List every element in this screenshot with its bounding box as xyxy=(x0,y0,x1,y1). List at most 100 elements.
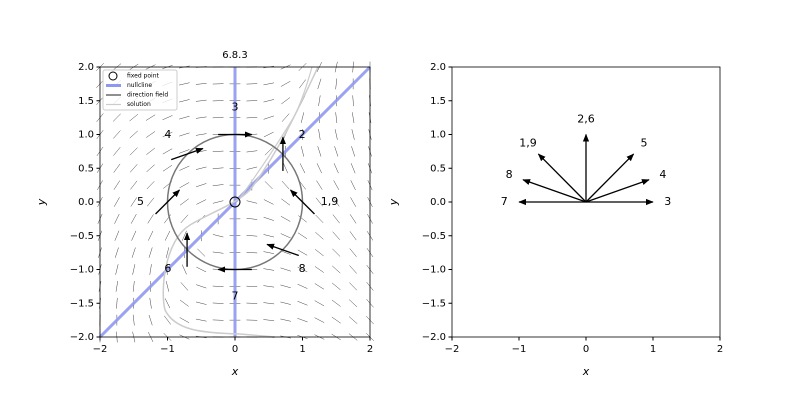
field-segment xyxy=(352,112,354,123)
field-segment xyxy=(179,83,190,85)
field-segment xyxy=(280,302,290,305)
field-segment xyxy=(319,95,321,106)
field-segment xyxy=(130,181,137,190)
field-segment xyxy=(332,249,340,257)
field-segment xyxy=(333,215,340,224)
field-segment xyxy=(116,281,118,292)
vector-label: 3 xyxy=(664,195,671,208)
y-tick-label: −1.5 xyxy=(70,298,94,309)
field-segment xyxy=(163,165,172,171)
field-segment xyxy=(196,100,207,101)
vector xyxy=(538,154,586,202)
y-tick-label: −2.0 xyxy=(70,332,94,343)
x-tick-label: 0 xyxy=(232,344,238,355)
y-tick-label: 0.0 xyxy=(78,197,94,208)
field-segment xyxy=(315,266,324,272)
field-segment xyxy=(130,164,137,172)
field-segment xyxy=(281,216,290,221)
field-segment xyxy=(148,231,153,241)
field-segment xyxy=(247,151,258,152)
field-segment xyxy=(213,303,224,304)
field-segment xyxy=(133,315,134,326)
vector xyxy=(586,154,634,202)
field-segment xyxy=(301,112,304,122)
field-segment xyxy=(263,286,274,288)
field-segment xyxy=(351,163,355,173)
x-tick-label: 2 xyxy=(717,344,723,355)
field-segment xyxy=(213,151,224,152)
field-segment xyxy=(165,298,170,308)
field-segment xyxy=(147,198,154,206)
field-segment xyxy=(351,180,356,190)
arrow xyxy=(267,244,299,255)
field-segment xyxy=(179,133,189,136)
field-segment xyxy=(165,231,170,241)
legend-label: fixed point xyxy=(127,73,160,80)
field-segment xyxy=(332,300,341,306)
field-segment xyxy=(264,217,274,220)
legend-label: direction field xyxy=(127,92,168,99)
x-tick-label: 0 xyxy=(583,344,589,355)
field-segment xyxy=(196,167,206,170)
field-segment xyxy=(113,130,120,138)
field-segment xyxy=(213,234,223,237)
field-segment xyxy=(148,214,154,223)
field-segment xyxy=(350,265,357,273)
arrow-label: 4 xyxy=(164,128,171,141)
x-tick-label: −2 xyxy=(93,344,108,355)
field-segment xyxy=(315,284,324,290)
field-segment xyxy=(213,184,224,185)
field-segment xyxy=(282,114,289,122)
vector-label: 5 xyxy=(641,137,648,150)
x-tick-label: 1 xyxy=(299,344,305,355)
field-segment xyxy=(196,285,206,288)
x-axis-label: x xyxy=(231,365,239,378)
field-segment xyxy=(150,264,152,275)
field-segment xyxy=(196,319,207,321)
field-segment xyxy=(247,167,257,170)
vector-label: 8 xyxy=(506,168,513,181)
field-segment xyxy=(263,303,274,304)
field-segment xyxy=(213,168,224,169)
field-segment xyxy=(336,112,337,123)
y-tick-label: 1.0 xyxy=(78,130,94,141)
field-segment xyxy=(182,265,186,275)
y-axis-label: y xyxy=(35,198,48,206)
y-tick-label: 1.0 xyxy=(430,130,446,141)
field-segment xyxy=(264,234,274,237)
y-tick-label: 0.0 xyxy=(430,197,446,208)
field-segment xyxy=(349,283,357,291)
field-segment xyxy=(197,249,205,257)
field-segment xyxy=(335,129,337,140)
y-tick-label: 1.5 xyxy=(78,96,94,107)
field-segment xyxy=(115,231,119,241)
field-segment xyxy=(213,252,224,253)
field-segment xyxy=(350,197,355,206)
field-segment xyxy=(247,218,258,219)
field-segment xyxy=(315,232,323,239)
field-segment xyxy=(350,248,357,256)
x-axis-label: x xyxy=(582,365,590,378)
y-tick-label: 2.0 xyxy=(78,62,94,73)
y-tick-label: 1.5 xyxy=(430,96,446,107)
y-tick-label: −2.0 xyxy=(422,332,446,343)
field-segment xyxy=(299,80,305,89)
y-tick-label: −0.5 xyxy=(70,231,94,242)
field-segment xyxy=(265,181,273,189)
field-segment xyxy=(281,199,290,205)
field-segment xyxy=(180,199,189,205)
field-segment xyxy=(115,247,118,257)
field-segment xyxy=(350,231,356,240)
arrow-label: 7 xyxy=(232,290,239,303)
field-segment xyxy=(196,302,206,305)
field-segment xyxy=(281,234,291,238)
field-segment xyxy=(246,235,257,236)
field-segment xyxy=(131,214,136,223)
field-segment xyxy=(332,266,340,273)
arrow-label: 8 xyxy=(299,262,306,275)
field-segment xyxy=(147,181,154,189)
y-tick-label: −1.0 xyxy=(422,265,446,276)
field-segment xyxy=(298,250,307,255)
field-segment xyxy=(315,301,324,306)
